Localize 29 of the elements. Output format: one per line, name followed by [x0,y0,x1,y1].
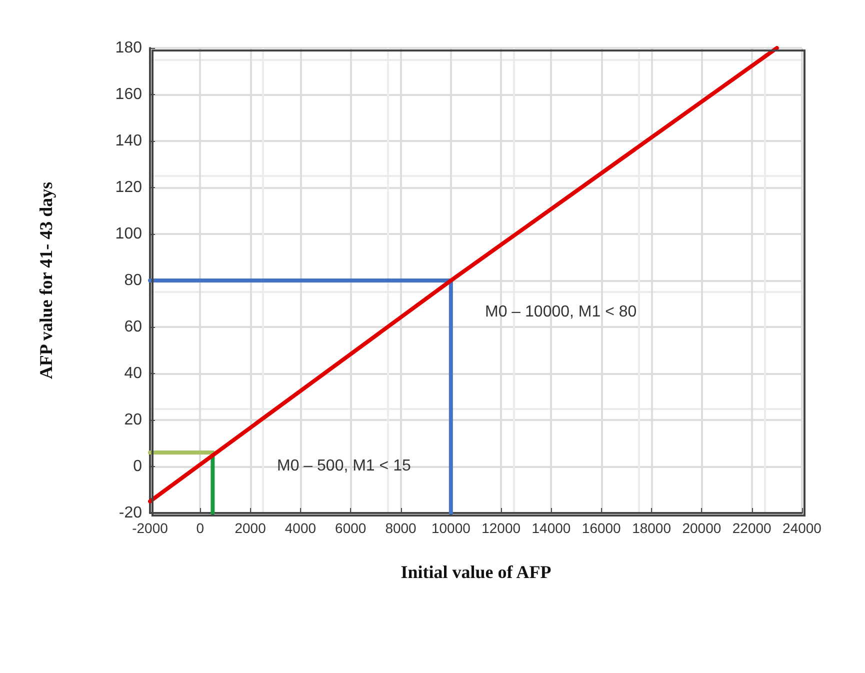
y-tick-label: 80 [124,272,142,289]
y-tick-label: 0 [133,458,142,475]
y-tick-label: 100 [115,226,142,242]
x-tick-label: 2000 [234,520,266,536]
x-tick-label: 10000 [431,520,471,536]
x-tick-label: 16000 [582,520,622,536]
x-tick-label: 12000 [482,520,521,536]
y-tick-label: -20 [118,504,142,522]
x-tick-label: -2000 [132,520,168,536]
x-tick-label: 24000 [782,520,822,536]
y-tick-label: 140 [115,132,142,150]
x-tick-label: 8000 [385,520,417,536]
y-tick-label: 180 [115,40,142,56]
y-tick-label: 20 [124,412,142,428]
x-tick-label: 4000 [284,520,316,536]
y-tick-label: 120 [115,179,142,196]
x-tick-label: 18000 [632,520,672,536]
x-axis-title: Initial value of AFP [400,562,552,582]
x-tick-label: 20000 [682,520,722,536]
y-axis-title: AFP value for 41- 43 days [36,182,56,380]
x-tick-label: 6000 [335,520,366,536]
y-tick-label: 40 [124,365,142,382]
x-tick-label: 14000 [532,520,571,536]
x-tick-label: 22000 [732,520,772,536]
y-tick-label: 160 [115,86,142,103]
annotation: M0 – 10000, M1 < 80 [485,304,637,320]
annotation: M0 – 500, M1 < 15 [277,458,411,474]
y-tick-label: 60 [124,318,142,336]
x-tick-label: 0 [196,520,204,536]
